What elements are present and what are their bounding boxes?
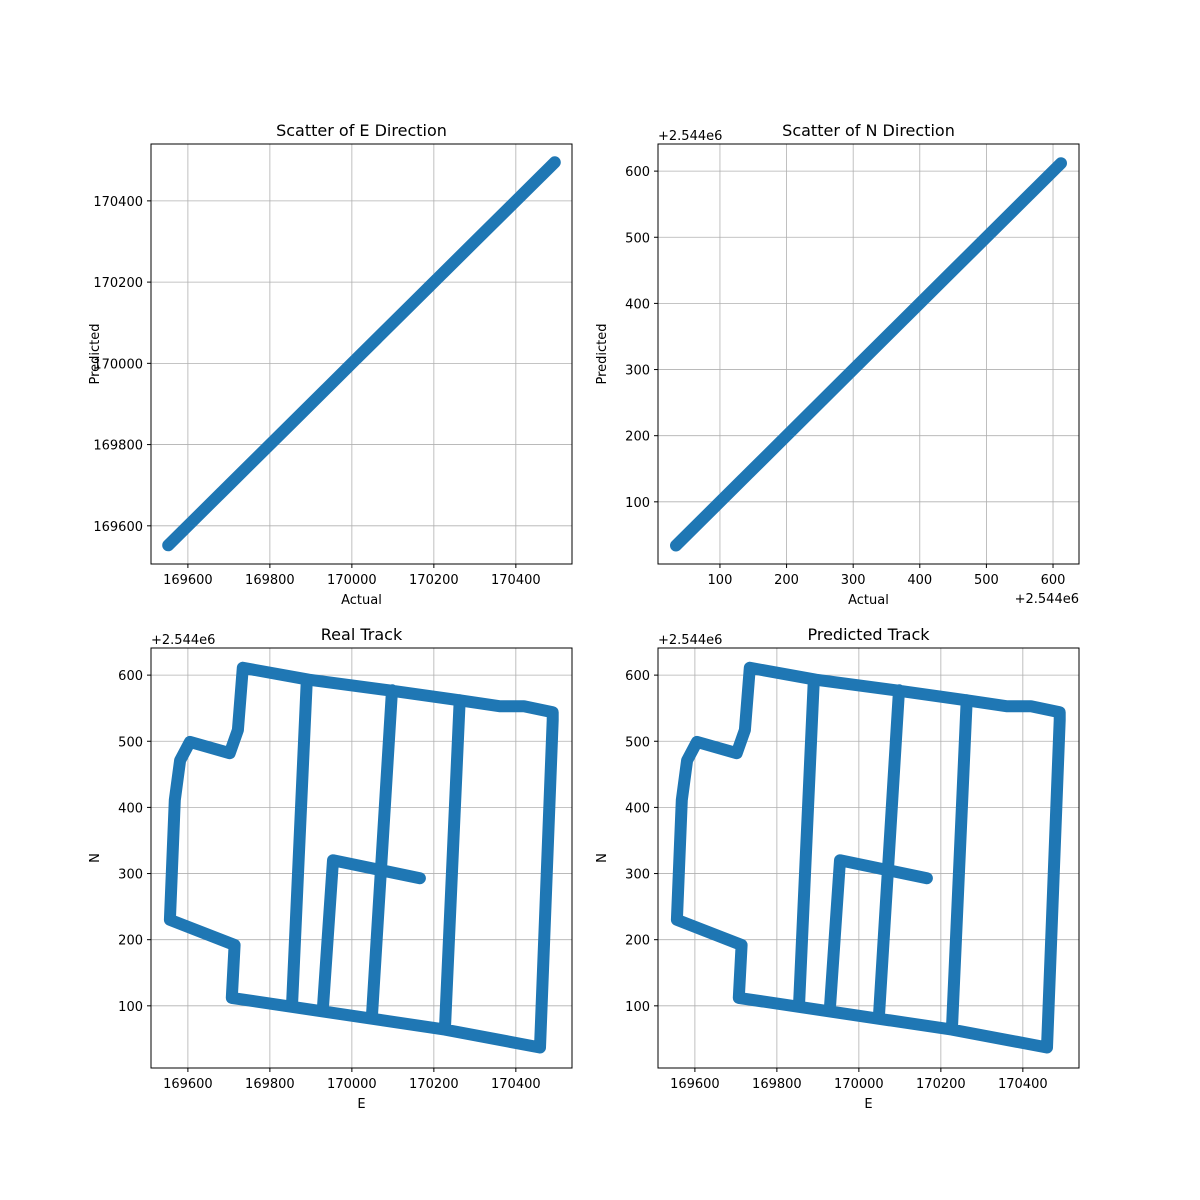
x-tick-label: 169600 (163, 573, 213, 588)
x-tick-label: 169600 (163, 1077, 213, 1092)
y-tick-label: 400 (625, 801, 650, 816)
x-tick-label: 170400 (491, 1077, 541, 1092)
x-tick-label: 200 (774, 573, 799, 588)
y-tick-label: 500 (625, 231, 650, 246)
x-tick-label: 600 (1041, 573, 1066, 588)
x-tick-label: 100 (708, 573, 733, 588)
x-tick-label: 170000 (327, 1077, 377, 1092)
x-tick-label: 169800 (245, 1077, 295, 1092)
y-offset-label: +2.544e6 (658, 633, 722, 648)
y-tick-label: 200 (118, 934, 143, 949)
x-axis-label: E (357, 1097, 365, 1112)
chart-title: Scatter of N Direction (782, 121, 955, 140)
y-tick-label: 400 (118, 801, 143, 816)
y-tick-label: 300 (625, 868, 650, 883)
data-track (670, 157, 1067, 552)
y-tick-label: 200 (625, 934, 650, 949)
y-tick-label: 300 (625, 364, 650, 379)
y-tick-label: 200 (625, 430, 650, 445)
y-tick-label: 170400 (93, 195, 143, 210)
chart-title: Scatter of E Direction (276, 121, 447, 140)
y-tick-label: 500 (118, 735, 143, 750)
axes-frame (657, 143, 1080, 565)
x-axis-label: Actual (848, 593, 889, 608)
y-tick-label: 500 (625, 735, 650, 750)
y-tick-label: 100 (625, 1000, 650, 1015)
chart-title: Real Track (321, 625, 403, 644)
axes-frame (657, 647, 1080, 1069)
x-offset-label: +2.544e6 (1015, 592, 1079, 607)
y-tick-label: 170200 (93, 276, 143, 291)
data-track (670, 661, 1066, 1054)
y-offset-label: +2.544e6 (658, 129, 722, 144)
y-tick-label: 169600 (93, 520, 143, 535)
x-tick-label: 169800 (752, 1077, 802, 1092)
y-axis-label: N (88, 853, 103, 863)
x-tick-label: 300 (841, 573, 866, 588)
x-tick-label: 170200 (409, 1077, 459, 1092)
x-tick-label: 170200 (916, 1077, 966, 1092)
x-axis-label: E (864, 1097, 872, 1112)
y-axis-label: Predicted (595, 323, 610, 384)
y-axis-label: Predicted (88, 323, 103, 384)
y-offset-label: +2.544e6 (151, 633, 215, 648)
x-tick-label: 170400 (998, 1077, 1048, 1092)
x-tick-label: 170200 (409, 573, 459, 588)
chart-title: Predicted Track (807, 625, 930, 644)
x-tick-label: 500 (974, 573, 999, 588)
axes-frame (150, 143, 573, 565)
x-tick-label: 170000 (327, 573, 377, 588)
x-tick-label: 169800 (245, 573, 295, 588)
y-tick-label: 100 (625, 496, 650, 511)
y-tick-label: 400 (625, 297, 650, 312)
axes-frame (150, 647, 573, 1069)
y-tick-label: 600 (118, 669, 143, 684)
y-tick-label: 600 (625, 669, 650, 684)
y-tick-label: 170000 (93, 357, 143, 372)
data-track (162, 156, 561, 552)
x-tick-label: 170400 (491, 573, 541, 588)
x-tick-label: 170000 (834, 1077, 884, 1092)
y-tick-label: 300 (118, 868, 143, 883)
y-tick-label: 100 (118, 1000, 143, 1015)
y-axis-label: N (595, 853, 610, 863)
x-axis-label: Actual (341, 593, 382, 608)
y-tick-label: 169800 (93, 439, 143, 454)
y-tick-label: 600 (625, 165, 650, 180)
x-tick-label: 169600 (670, 1077, 720, 1092)
x-tick-label: 400 (907, 573, 932, 588)
data-track (163, 661, 559, 1054)
